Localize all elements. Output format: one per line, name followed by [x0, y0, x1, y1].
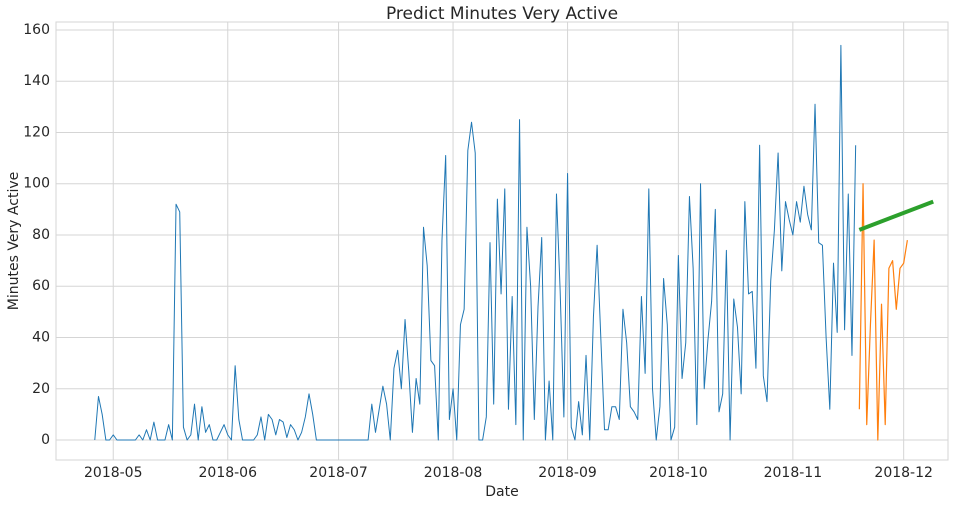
y-tick-label: 80 [32, 227, 50, 243]
y-tick-label: 40 [32, 329, 50, 345]
x-tick-label: 2018-08 [424, 465, 483, 481]
y-tick-label: 20 [32, 381, 50, 397]
x-axis-label: Date [485, 484, 518, 500]
y-tick-label: 60 [32, 278, 50, 294]
y-tick-label: 0 [41, 432, 50, 448]
x-tick-label: 2018-11 [764, 465, 823, 481]
x-tick-label: 2018-12 [874, 465, 933, 481]
x-tick-label: 2018-10 [649, 465, 708, 481]
x-tick-label: 2018-06 [199, 465, 258, 481]
x-tick-label: 2018-07 [309, 465, 368, 481]
x-tick-label: 2018-05 [84, 465, 143, 481]
x-tick-label: 2018-09 [538, 465, 597, 481]
y-tick-label: 120 [23, 124, 50, 140]
plot-area [55, 21, 949, 461]
y-tick-label: 160 [23, 22, 50, 38]
y-tick-label: 100 [23, 176, 50, 192]
y-tick-label: 140 [23, 73, 50, 89]
y-axis-label: Minutes Very Active [6, 172, 22, 310]
series-line [858, 199, 934, 232]
series-line [858, 183, 908, 441]
chart-title: Predict Minutes Very Active [386, 4, 618, 24]
series-line [94, 44, 857, 441]
